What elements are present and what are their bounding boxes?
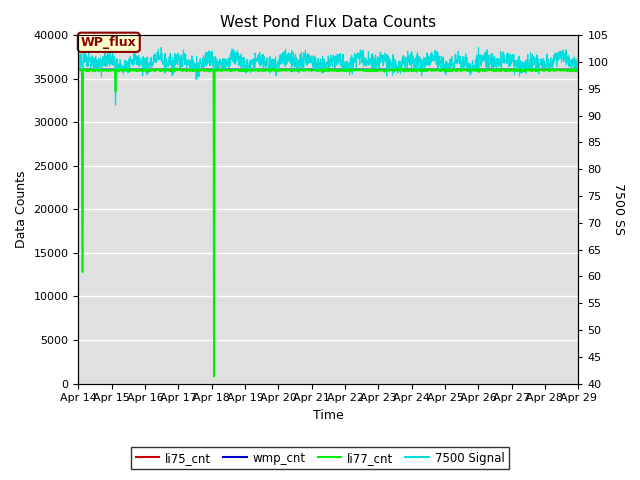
Y-axis label: 7500 SS: 7500 SS [612,183,625,235]
Y-axis label: Data Counts: Data Counts [15,171,28,248]
X-axis label: Time: Time [313,409,344,422]
Text: WP_flux: WP_flux [81,36,137,49]
Legend: li75_cnt, wmp_cnt, li77_cnt, 7500 Signal: li75_cnt, wmp_cnt, li77_cnt, 7500 Signal [131,447,509,469]
Title: West Pond Flux Data Counts: West Pond Flux Data Counts [220,15,436,30]
